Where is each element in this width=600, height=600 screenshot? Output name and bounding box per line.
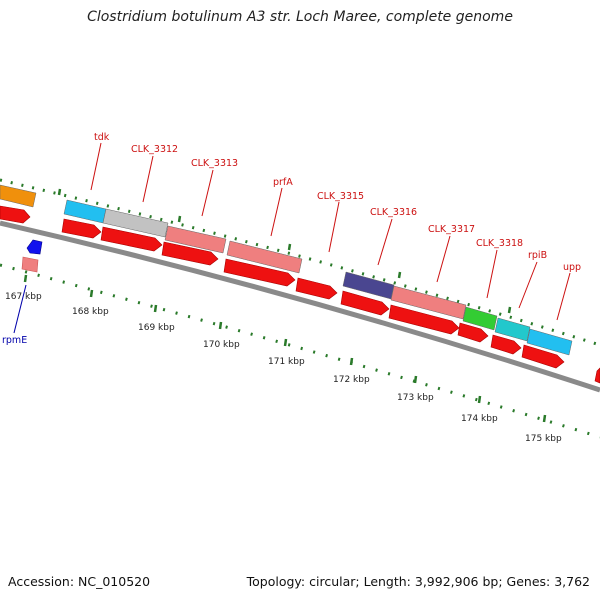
scale-label: 168 kbp: [72, 307, 109, 317]
outer-tick-ring: [0, 178, 600, 347]
outer-major-ticks: [57, 188, 512, 314]
gene-label: CLK_3312: [131, 144, 178, 155]
minus-label-leader: [13, 284, 27, 334]
gene-label: CLK_3315: [317, 191, 364, 202]
cds-arrow: [521, 344, 565, 369]
genome-backbone: [0, 220, 600, 393]
minus-pink-block: [21, 256, 39, 273]
inner-major-ticks: [23, 274, 547, 423]
gene-label: CLK_3316: [370, 207, 417, 218]
gene-label: tdk: [94, 132, 110, 143]
gene-block: [102, 208, 169, 238]
gene-label: prfA: [273, 177, 293, 188]
cds-arrow: [457, 322, 489, 343]
gene-block: [494, 317, 531, 342]
accession-label: Accession: NC_010520: [8, 574, 151, 589]
label-leaders: [90, 142, 571, 321]
scale-label: 171 kbp: [268, 357, 305, 367]
scale-label: 170 kbp: [203, 340, 240, 350]
cds-arrow: [490, 334, 522, 355]
gene-label: CLK_3318: [476, 238, 523, 249]
map-title: Clostridium botulinum A3 str. Loch Maree…: [87, 9, 513, 25]
gene-block: [63, 199, 107, 224]
cds-arrow: [594, 367, 600, 384]
scale-label: 172 kbp: [333, 375, 370, 385]
cds-arrow: [161, 241, 219, 266]
gene-block: [226, 240, 303, 274]
scale-label: 174 kbp: [461, 414, 498, 424]
gene-block: [526, 328, 573, 356]
cds-arrow: [0, 205, 31, 224]
scale-label: 173 kbp: [397, 393, 434, 403]
cds-track: [0, 205, 600, 384]
cds-arrow: [295, 277, 338, 300]
scale-label: 169 kbp: [138, 323, 175, 333]
gene-block: [0, 184, 37, 208]
gene-block: [164, 225, 227, 254]
gene-label: CLK_3317: [428, 224, 475, 235]
minus-track: [21, 239, 43, 273]
cds-arrow: [340, 290, 390, 316]
gene-label: upp: [563, 262, 581, 273]
cds-arrow: [100, 226, 163, 252]
gene-block: [462, 306, 498, 331]
cds-arrow: [61, 218, 102, 239]
cds-arrow: [223, 258, 296, 287]
scale-label: 175 kbp: [525, 434, 562, 444]
gene-track: [0, 184, 573, 356]
minus-gene-arrow: [26, 239, 43, 255]
gene-label: CLK_3313: [191, 158, 238, 169]
minus-gene-label: rpmE: [2, 335, 27, 346]
gene-label: rpiB: [528, 250, 547, 261]
topology-label: Topology: circular; Length: 3,992,906 bp…: [246, 574, 590, 589]
cds-arrow: [388, 304, 460, 335]
gene-block: [390, 285, 467, 320]
